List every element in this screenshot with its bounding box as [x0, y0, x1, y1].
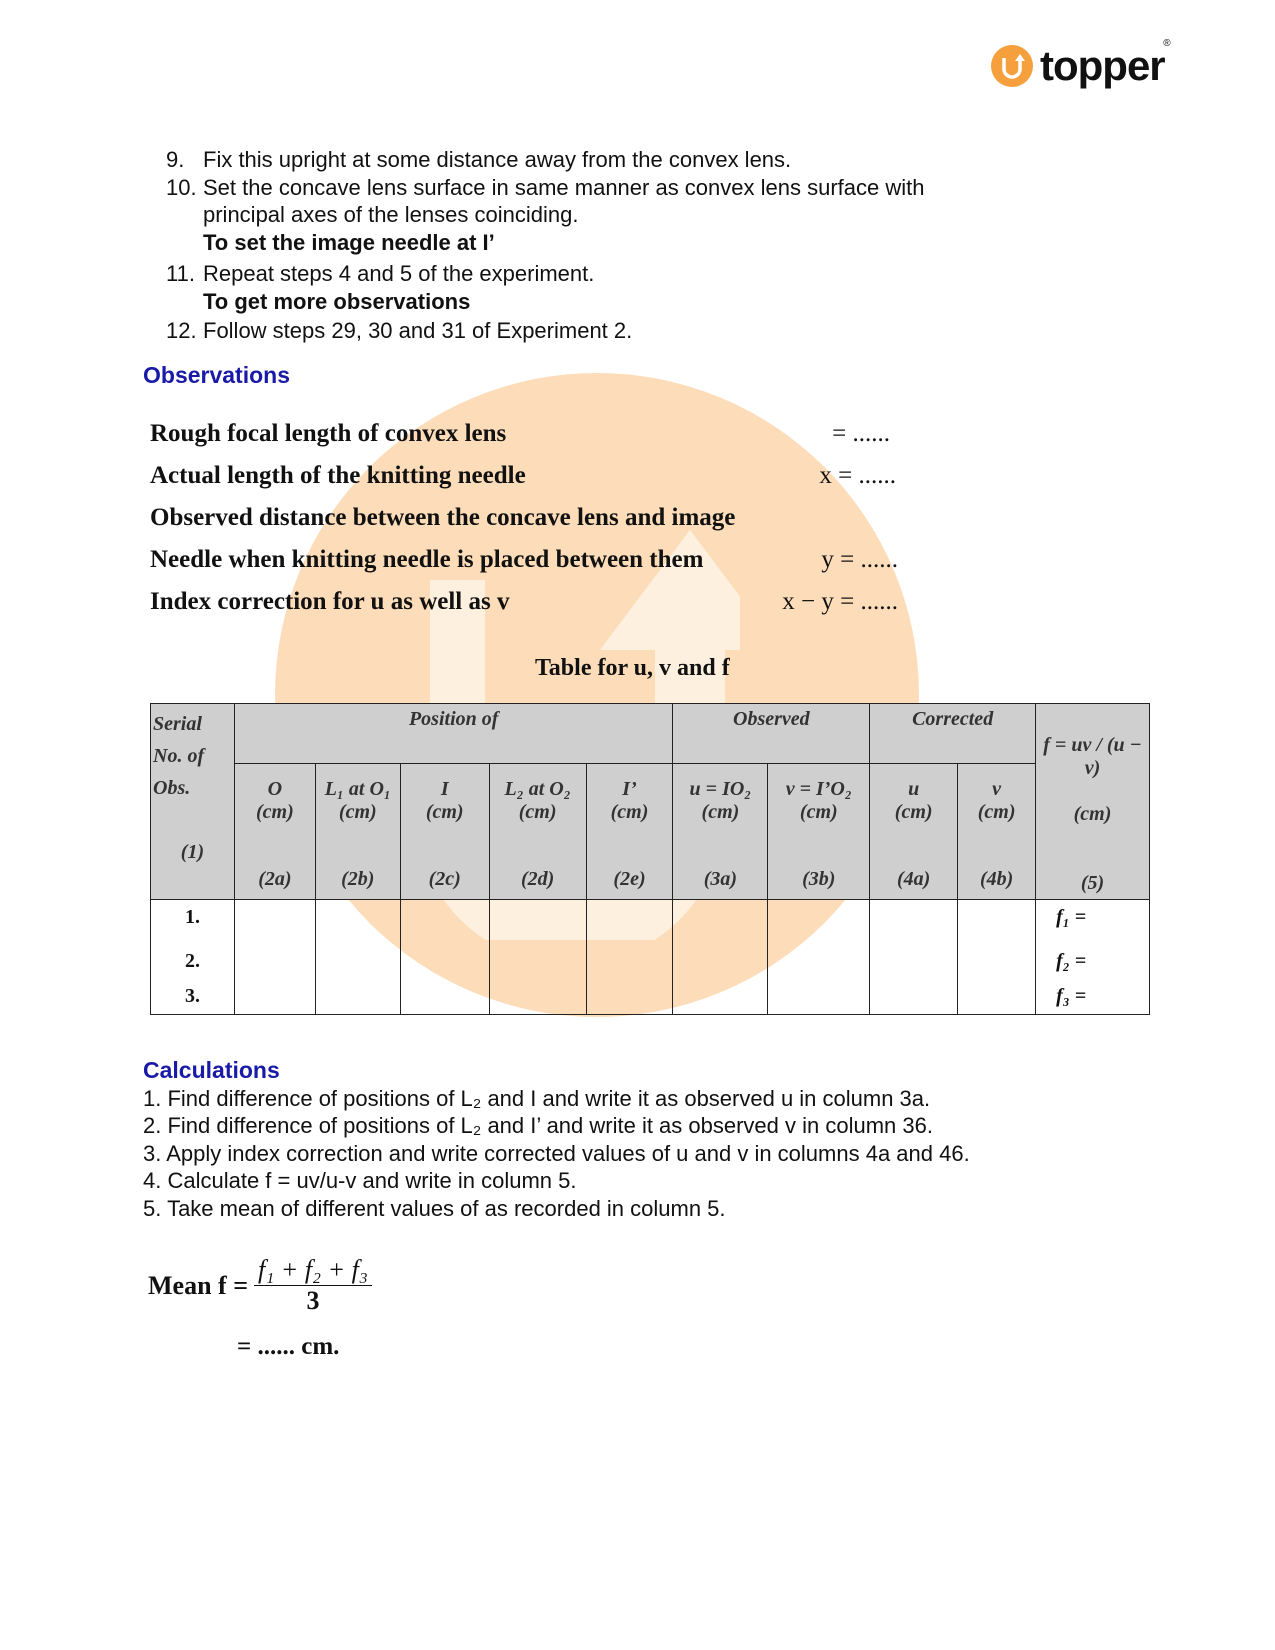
column-header: u (cm) (4a): [869, 763, 959, 900]
obs-label: Observed distance between the concave le…: [150, 504, 736, 531]
calculation-step: 1. Find difference of positions of L₂ an…: [143, 1085, 931, 1111]
f-value-cell: f₃ =: [1035, 978, 1150, 1014]
formula-header: f = uv / (u − v) (cm) (5): [1035, 703, 1150, 900]
data-cell: [585, 899, 674, 944]
data-cell: [672, 943, 769, 979]
step-text: Repeat steps 4 and 5 of the experiment.: [203, 261, 595, 286]
column-header: O (cm) (2a): [233, 763, 316, 900]
data-cell: [869, 978, 959, 1014]
data-cell: [314, 899, 401, 944]
column-header: v = I’O₂ (cm) (3b): [767, 763, 871, 900]
f-value-cell: f₁ =: [1035, 899, 1150, 944]
obs-label: Index correction for u as well as v: [150, 588, 510, 615]
obs-value: y = ......: [821, 546, 898, 573]
data-cell: [233, 899, 316, 944]
step-number: 9.: [166, 147, 185, 172]
data-cell: [314, 978, 401, 1014]
data-cell: [767, 943, 871, 979]
calculation-step: 4. Calculate f = uv/u-v and write in col…: [143, 1168, 577, 1193]
data-cell: [233, 978, 316, 1014]
column-header: I’ (cm) (2e): [585, 763, 674, 900]
calculations-section: Calculations 1. Find difference of posit…: [143, 1057, 970, 1222]
brand-name: topper: [1040, 42, 1166, 89]
data-cell: [767, 978, 871, 1014]
step-subheading: To set the image needle at I’: [203, 229, 495, 255]
calculation-step: 2. Find difference of positions of L₂ an…: [143, 1113, 933, 1138]
table-title: Table for u, v and f: [535, 655, 730, 681]
data-cell: [488, 899, 587, 944]
corrected-header: Corrected: [869, 702, 1037, 765]
mean-label: Mean f =: [148, 1270, 249, 1300]
brand-logo: topper ®: [990, 38, 1171, 90]
f-value-cell: f₂ =: [1035, 943, 1150, 979]
obs-value: x = ......: [819, 462, 896, 489]
calculations-heading: Calculations: [143, 1057, 280, 1083]
serial-cell: 1.: [150, 899, 235, 944]
mean-formula: Mean f = f₁ + f₂ + f₃ 3: [148, 1255, 372, 1316]
obs-label: Needle when knitting needle is placed be…: [150, 546, 704, 573]
data-cell: [672, 899, 769, 944]
column-header: L₁ at O₁ (cm) (2b): [314, 763, 401, 900]
obs-value: = ......: [832, 420, 890, 447]
mean-result: = ...... cm.: [237, 1333, 340, 1360]
step-number: 12.: [166, 318, 197, 343]
data-cell: [957, 978, 1037, 1014]
column-header: L₂ at O₂ (cm) (2d): [488, 763, 587, 900]
calculation-step: 5. Take mean of different values of as r…: [143, 1195, 726, 1221]
data-cell: [314, 943, 401, 979]
column-header: I (cm) (2c): [399, 763, 490, 900]
mean-denominator: 3: [306, 1286, 320, 1315]
obs-value: x − y = ......: [782, 588, 898, 615]
step-number: 11.: [166, 261, 195, 286]
data-cell: [869, 899, 959, 944]
column-header: u = IO₂ (cm) (3a): [672, 763, 769, 900]
serial-cell: 2.: [150, 943, 235, 979]
data-cell: [585, 978, 674, 1014]
table-row: 2. f₂ =: [150, 943, 1150, 979]
data-cell: [767, 899, 871, 944]
step-text: Fix this upright at some distance away f…: [203, 147, 792, 172]
data-cell: [585, 943, 674, 979]
obs-label: Actual length of the knitting needle: [150, 462, 526, 489]
data-cell: [399, 943, 490, 979]
data-cell: [399, 978, 490, 1014]
step-subheading: To get more observations: [203, 288, 471, 314]
data-cell: [399, 899, 490, 944]
step-number: 10.: [166, 174, 197, 200]
data-cell: [488, 943, 587, 979]
data-cell: [233, 943, 316, 979]
observation-table: Serial No. of Obs. (1) Position of Observ…: [150, 702, 1150, 1015]
obs-label: Rough focal length of convex lens: [150, 420, 507, 447]
calculation-step: 3. Apply index correction and write corr…: [143, 1140, 970, 1166]
procedure-steps: 9. Fix this upright at some distance away…: [166, 146, 924, 345]
data-cell: [957, 899, 1037, 944]
table-row: 1. f₁ =: [150, 899, 1150, 944]
observations-heading: Observations: [143, 362, 290, 388]
data-cell: [488, 978, 587, 1014]
data-cell: [672, 978, 769, 1014]
column-header: v (cm) (4b): [957, 763, 1037, 900]
data-cell: [869, 943, 959, 979]
position-header: Position of: [233, 702, 674, 765]
observations-list: Rough focal length of convex lens = .....…: [150, 420, 910, 630]
data-cell: [957, 943, 1037, 979]
step-text: Follow steps 29, 30 and 31 of Experiment…: [203, 318, 633, 343]
logo-u-icon: [991, 45, 1033, 87]
table-row: 3. f₃ =: [150, 978, 1150, 1014]
observed-header: Observed: [672, 702, 871, 765]
mean-numerator: f₁ + f₂ + f₃: [254, 1255, 372, 1286]
step-text: principal axes of the lenses coinciding.: [203, 202, 579, 227]
step-text: Set the concave lens surface in same man…: [203, 174, 925, 200]
serial-cell: 3.: [150, 978, 235, 1014]
serial-header: Serial No. of Obs. (1): [150, 703, 235, 900]
